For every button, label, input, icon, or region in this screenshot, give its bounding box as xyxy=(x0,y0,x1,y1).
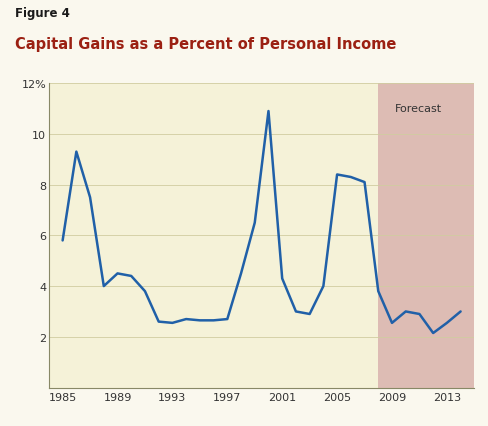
Text: Figure 4: Figure 4 xyxy=(15,7,69,20)
Text: Forecast: Forecast xyxy=(394,104,441,114)
Text: Capital Gains as a Percent of Personal Income: Capital Gains as a Percent of Personal I… xyxy=(15,37,395,52)
Bar xyxy=(378,84,473,388)
